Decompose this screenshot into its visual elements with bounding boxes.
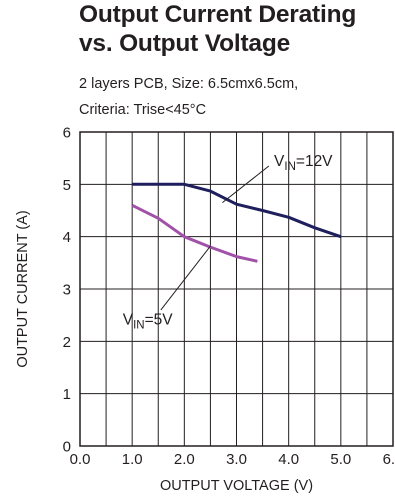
chart-title-line-2: vs. Output Voltage	[79, 30, 291, 57]
plot-frame	[79, 131, 394, 447]
pointer-vin-5v	[160, 245, 211, 311]
chart-subtitle: 2 layers PCB, Size: 6.5cmx6.5cm, Criteri…	[79, 71, 298, 123]
x-tick-label: 5.0	[330, 451, 351, 468]
series-label-vin-12v-sub: IN	[284, 161, 296, 173]
series-label-vin-12v: VIN=12V	[274, 153, 333, 173]
x-tick-label: 0.0	[70, 451, 91, 468]
series-label-vin-5v: VIN=5V	[123, 312, 174, 332]
series-lines	[131, 182, 342, 263]
grid	[80, 132, 393, 446]
series-line-vin-12v	[132, 182, 342, 239]
label-pointers	[160, 165, 270, 311]
pointer-vin-12v	[222, 165, 270, 204]
x-tick-label: 3.0	[226, 451, 247, 468]
series-label-vin-5v-sub: IN	[133, 320, 145, 332]
chart-subtitle-line-1: 2 layers PCB, Size: 6.5cmx6.5cm,	[79, 76, 299, 92]
series-label-vin-5v-rest: =5V	[145, 312, 174, 329]
chart-subtitle-line-2: Criteria: Trise<45°C	[79, 102, 207, 118]
tick-labels: 0 1 2 3 4 5 6 0.0 1.0 2.0 3.0 4.0 5.0 6.0	[63, 125, 395, 469]
series-label-vin-12v-main: V	[274, 153, 285, 170]
y-tick-label: 1	[63, 386, 71, 403]
series-label-vin-5v-main: V	[123, 312, 134, 329]
chart-title-line-1: Output Current Derating	[79, 1, 357, 28]
y-tick-label: 3	[63, 282, 71, 299]
x-tick-label: 4.0	[278, 451, 299, 468]
series-label-vin-12v-rest: =12V	[296, 153, 333, 170]
x-tick-label: 1.0	[122, 451, 143, 468]
x-tick-label: 6.0	[383, 451, 395, 468]
y-tick-label: 6	[63, 125, 71, 142]
y-tick-label: 4	[63, 229, 71, 246]
x-axis-label: OUTPUT VOLTAGE (V)	[160, 478, 313, 494]
y-tick-label: 0	[63, 439, 71, 456]
series-line-vin-5v	[131, 203, 258, 263]
y-tick-label: 5	[63, 177, 71, 194]
y-tick-label: 2	[63, 334, 71, 351]
y-axis-label: OUTPUT CURRENT (A)	[15, 210, 31, 367]
chart-title: Output Current Derating vs. Output Volta…	[79, 0, 395, 58]
x-tick-label: 2.0	[174, 451, 195, 468]
